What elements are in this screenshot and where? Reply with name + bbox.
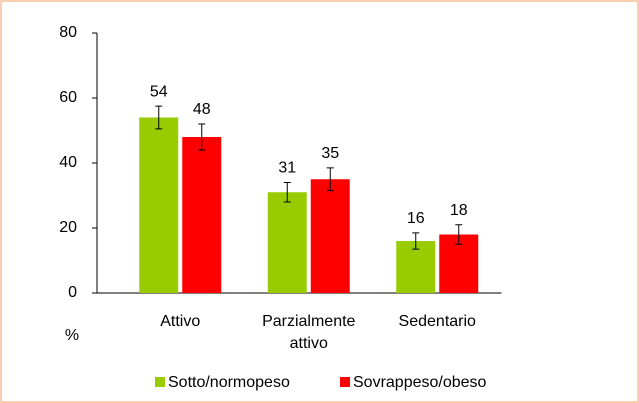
legend-label: Sotto/normopeso [168,374,290,391]
y-tick-label: 20 [59,219,77,236]
x-tick-label: Sedentario [398,313,476,330]
error-bar [455,224,463,245]
error-bar [155,105,163,130]
legend-label: Sovrappeso/obeso [353,374,487,391]
y-tick-label: 40 [59,154,77,171]
y-tick-label: 0 [68,284,77,301]
x-tick-label: Parzialmente attivo [262,313,356,352]
data-label: 16 [407,210,425,227]
y-tick-label: 60 [59,89,77,106]
bar [267,192,307,293]
data-label: 18 [450,202,468,219]
x-tick-label: Attivo [160,313,201,330]
error-bar [283,182,291,203]
data-label: 35 [321,145,339,162]
data-label: 31 [278,160,296,177]
y-tick-label: 80 [59,24,77,41]
bar [396,241,436,293]
data-label: 48 [193,101,211,118]
error-bar [198,123,206,151]
bar [139,117,179,293]
bar [310,179,350,293]
legend-swatch [155,377,165,387]
y-axis-label: % [65,327,79,344]
error-bar [326,167,334,192]
data-label: 54 [150,83,168,100]
bar [182,137,222,293]
error-bar [412,232,420,250]
legend-swatch [340,377,350,387]
